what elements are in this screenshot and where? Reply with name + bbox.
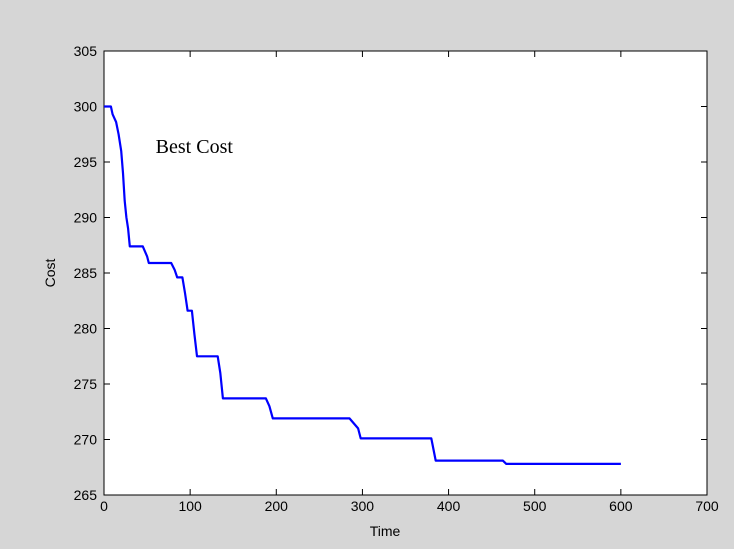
x-tick-labels: 0 100 200 300 400 500 600 700 xyxy=(100,498,719,514)
y-tick-labels: 265 270 275 280 285 290 295 300 305 xyxy=(74,43,98,503)
y-tick-label: 290 xyxy=(74,210,98,226)
x-tick-label: 500 xyxy=(523,498,547,514)
x-tick-label: 300 xyxy=(351,498,375,514)
x-tick-label: 0 xyxy=(100,498,108,514)
chart-annotation: Best Cost xyxy=(156,136,234,158)
x-tick-label: 600 xyxy=(609,498,633,514)
y-tick-label: 285 xyxy=(74,265,98,281)
y-tick-label: 265 xyxy=(74,487,98,503)
y-tick-label: 295 xyxy=(74,154,98,170)
x-tick-label: 100 xyxy=(178,498,202,514)
x-tick-label: 400 xyxy=(437,498,461,514)
y-tick-label: 300 xyxy=(74,99,98,115)
x-tick-label: 200 xyxy=(265,498,289,514)
x-tick-label: 700 xyxy=(695,498,719,514)
plot-area xyxy=(104,51,707,495)
y-tick-label: 275 xyxy=(74,376,98,392)
y-axis-label: Cost xyxy=(42,259,58,288)
y-tick-label: 270 xyxy=(74,432,98,448)
x-axis-label: Time xyxy=(370,523,401,539)
y-tick-label: 305 xyxy=(74,43,98,59)
y-tick-label: 280 xyxy=(74,321,98,337)
